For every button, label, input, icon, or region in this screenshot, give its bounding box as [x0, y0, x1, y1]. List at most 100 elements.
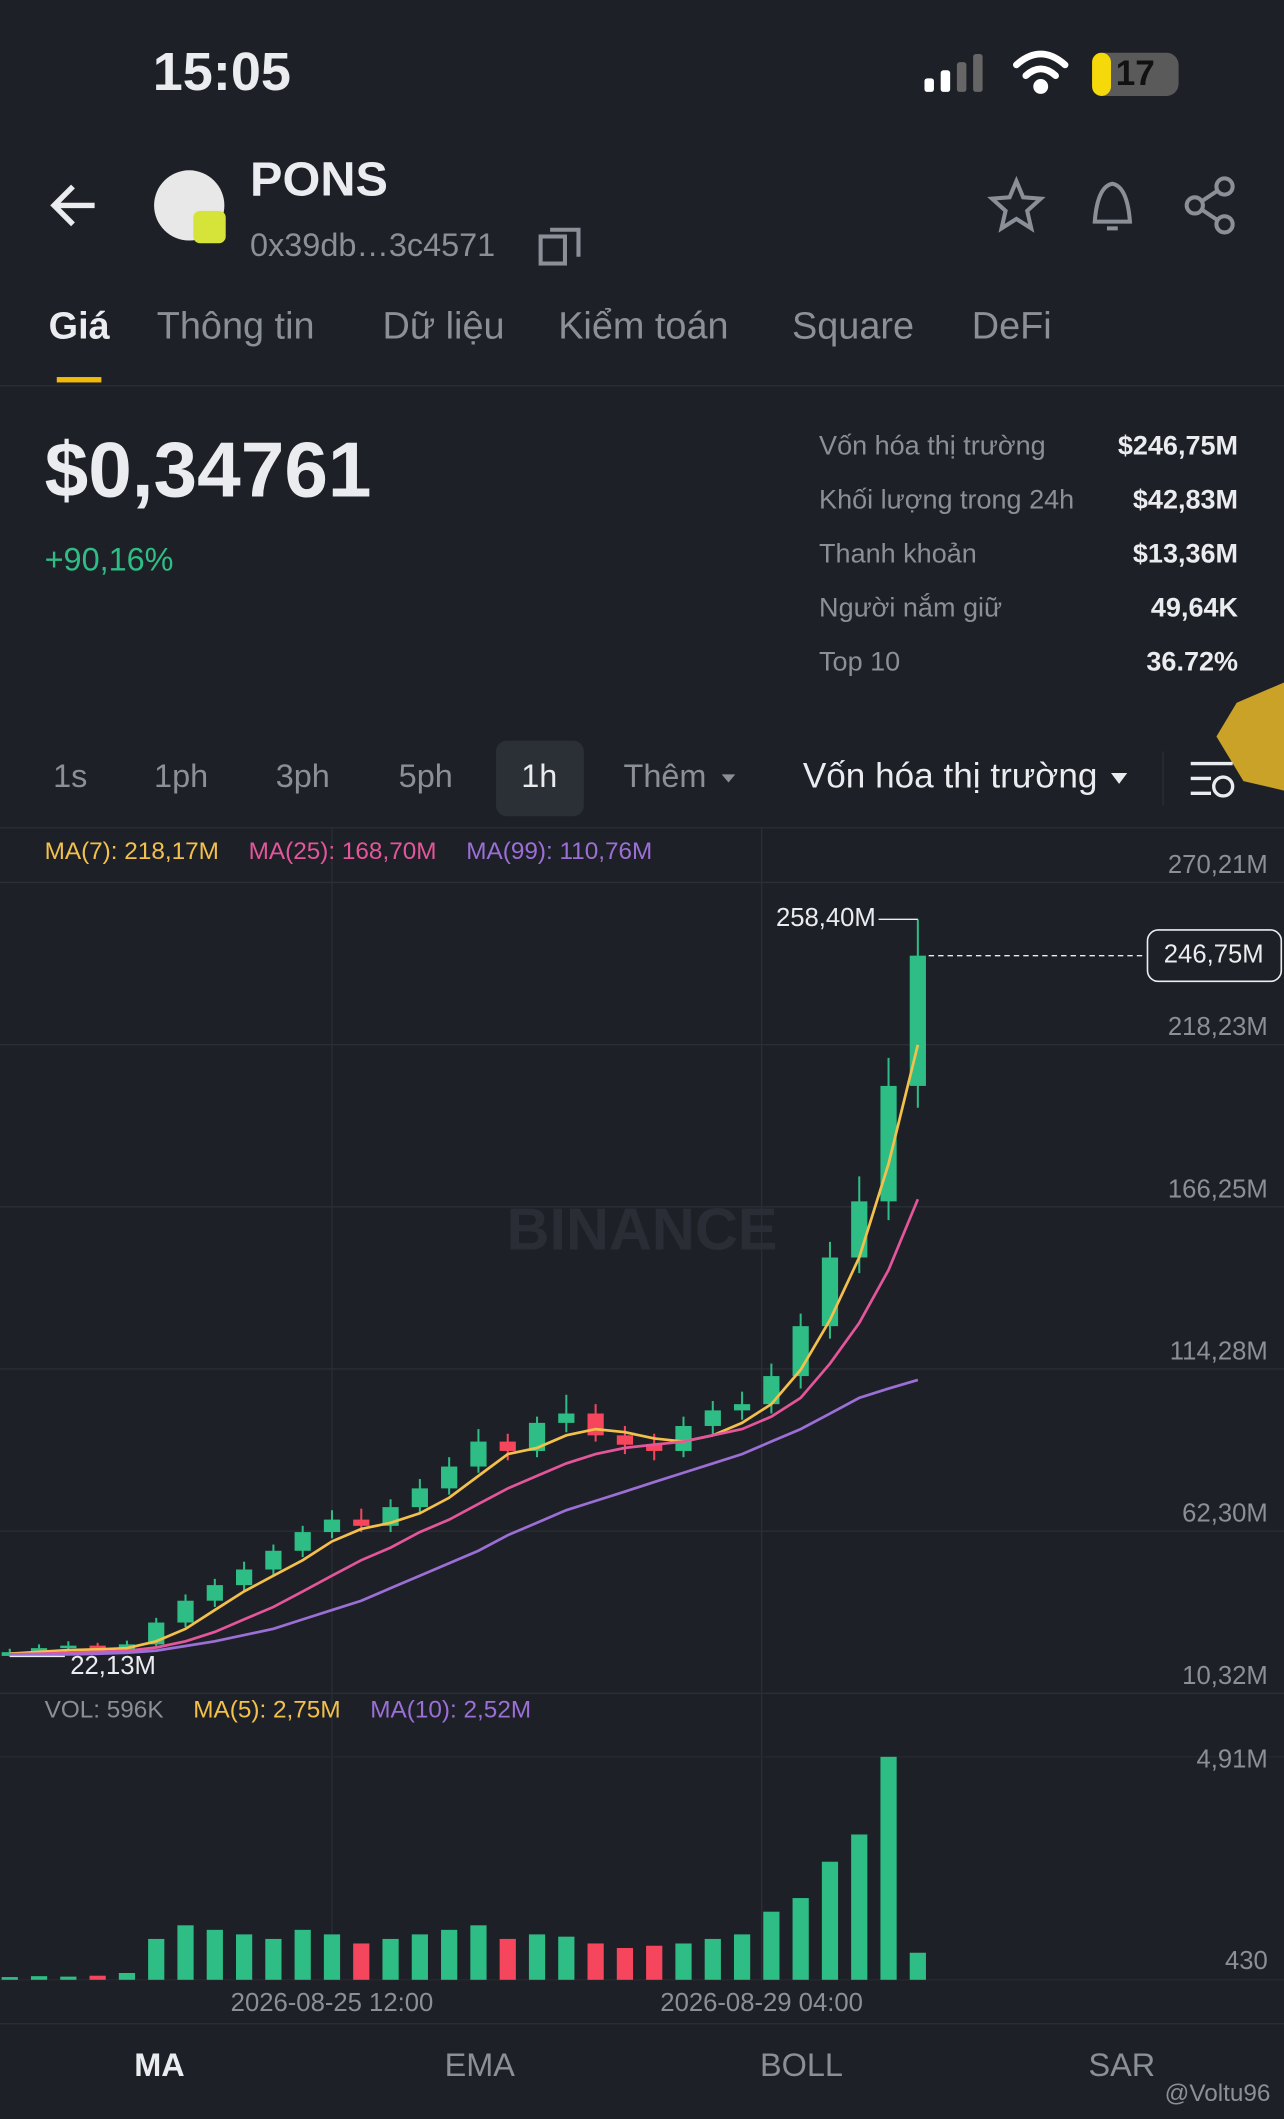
y-tick-label: 62,30M	[1182, 1500, 1268, 1528]
ma-line	[9, 1198, 920, 1656]
y-tick-label: 4,91M	[1196, 1746, 1267, 1774]
candle-body	[587, 1413, 604, 1436]
tab[interactable]: Thông tin	[157, 305, 315, 347]
interval[interactable]: 5ph	[399, 758, 453, 794]
copy-button[interactable]	[538, 227, 581, 266]
stat-value: $13,36M	[1133, 539, 1238, 569]
alert-button[interactable]	[1092, 181, 1133, 231]
volume-bar	[411, 1934, 428, 1980]
status-time: 15:05	[153, 42, 291, 102]
high-label: 258,40M	[776, 904, 876, 932]
stat-value: $42,83M	[1133, 485, 1238, 515]
candle-body	[441, 1466, 458, 1489]
volume-bar	[821, 1861, 839, 1980]
stat-value: 49,64K	[1151, 593, 1239, 623]
token-badge	[193, 210, 226, 244]
stat-label: Top 10	[819, 647, 900, 677]
volume-bar	[265, 1938, 282, 1980]
chart: BINANCE 10,32M 62,30M 114,28M 166,25M 218,23M…	[0, 827, 1284, 2017]
candle-body	[558, 1413, 575, 1423]
chart-settings-button[interactable]	[1190, 761, 1235, 798]
volume-bar	[60, 1976, 77, 1980]
candle-body	[499, 1441, 516, 1451]
divider	[0, 385, 1284, 387]
volume-legend-entry: MA(5): 2,75M	[193, 1696, 340, 1723]
indicator-tab[interactable]: SAR	[1088, 2047, 1155, 2083]
tab-bar: Giá Thông tin Dữ liệu Kiểm toán Square D…	[49, 305, 1052, 347]
volume-bar	[880, 1756, 897, 1980]
volume-bar	[851, 1834, 868, 1980]
interval[interactable]: Thêm	[624, 758, 707, 794]
x-tick-label: 2026-08-29 04:00	[660, 1989, 863, 2017]
candle-body	[909, 955, 926, 1086]
candle-body	[616, 1435, 634, 1445]
signal-icon	[924, 54, 983, 92]
back-button[interactable]	[50, 184, 95, 227]
volume-bar	[206, 1929, 223, 1980]
y-tick-label: 270,21M	[1168, 851, 1268, 879]
volume-bar	[763, 1911, 780, 1980]
tab-indicator	[56, 377, 102, 383]
divider	[1162, 751, 1164, 806]
dropdown-arrow	[721, 774, 736, 783]
indicator-tab[interactable]: BOLL	[760, 2047, 843, 2083]
candle-body	[470, 1441, 487, 1467]
candle-body	[704, 1410, 721, 1426]
y-tick-label: 114,28M	[1170, 1338, 1268, 1366]
volume-bar	[89, 1975, 106, 1980]
current-label: 246,75M	[1164, 940, 1264, 968]
volume-bar	[323, 1934, 341, 1980]
candle-body	[675, 1425, 692, 1451]
volume-bar	[177, 1925, 194, 1980]
candle-body	[763, 1376, 780, 1405]
ma-line	[9, 1044, 920, 1656]
interval[interactable]: 1ph	[154, 758, 208, 794]
volume-legend-entry: MA(10): 2,52M	[370, 1696, 531, 1723]
y-tick-label: 166,25M	[1168, 1175, 1268, 1203]
x-tick-label: 2026-08-25 12:00	[231, 1989, 434, 2017]
volume-bar	[235, 1934, 253, 1980]
stats: Vốn hóa thị trường $246,75M Khối lượng tr…	[819, 430, 1238, 676]
floating-mascot[interactable]	[1216, 682, 1284, 791]
volume-legend-entry: VOL: 596K	[45, 1696, 164, 1723]
legend-entry: MA(99): 110,76M	[466, 838, 652, 865]
share-button[interactable]	[1184, 176, 1235, 235]
volume-bar	[441, 1929, 458, 1980]
candle-body	[821, 1257, 839, 1327]
indicator-tab[interactable]: MA	[134, 2047, 184, 2083]
battery-percent: 17	[1116, 54, 1155, 93]
interval[interactable]: 3ph	[276, 758, 330, 794]
indicator-tab[interactable]: EMA	[445, 2047, 516, 2083]
token-address: 0x39db…3c4571	[250, 227, 495, 263]
candle-body	[851, 1201, 868, 1258]
candle-body	[177, 1600, 194, 1623]
stat-label: Vốn hóa thị trường	[819, 430, 1046, 460]
volume-bar	[616, 1948, 634, 1980]
volume-bar	[792, 1898, 809, 1980]
y-tick-label: 218,23M	[1168, 1013, 1268, 1041]
volume-bar	[1, 1977, 18, 1980]
volume-bar	[294, 1929, 311, 1980]
volume-bar	[470, 1925, 487, 1980]
volume-bar	[382, 1938, 399, 1980]
tab[interactable]: Dữ liệu	[382, 305, 504, 347]
candle-body	[733, 1404, 751, 1411]
tab[interactable]: Giá	[49, 305, 111, 347]
volume-bar	[30, 1976, 48, 1980]
candle-body	[235, 1569, 253, 1586]
tab[interactable]: Kiểm toán	[558, 305, 728, 347]
volume-bar	[733, 1934, 751, 1980]
candle-body	[646, 1444, 663, 1451]
interval-selected	[496, 740, 584, 817]
tab[interactable]: Square	[792, 305, 914, 347]
metric-selector[interactable]: Vốn hóa thị trường	[803, 757, 1098, 796]
interval[interactable]: 1s	[53, 758, 87, 794]
interval[interactable]: 1h	[521, 758, 557, 794]
candle-body	[60, 1645, 77, 1649]
favorite-button[interactable]	[987, 175, 1046, 233]
stat-label: Người nắm giữ	[819, 592, 1002, 623]
tab[interactable]: DeFi	[972, 305, 1052, 347]
